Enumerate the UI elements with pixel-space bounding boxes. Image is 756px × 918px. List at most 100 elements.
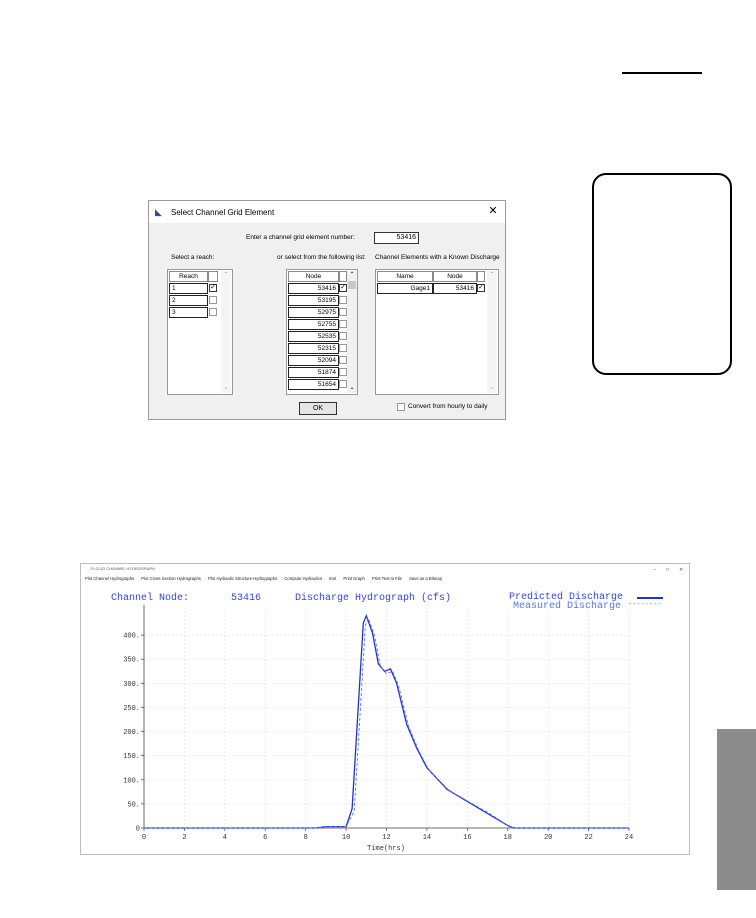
menu-compute-hydraulics[interactable]: Compute Hydraulics	[284, 576, 323, 581]
hydrograph-title-bar: FLO-2D CHANNEL HYDROGRAPH – □ ✕	[81, 564, 689, 574]
x-tick-label: 2	[182, 834, 186, 842]
node-list-item[interactable]: 52755	[288, 319, 339, 330]
x-tick-label: 16	[463, 834, 471, 842]
x-tick-label: 10	[342, 834, 350, 842]
menu-print-text-to-file[interactable]: Print Text to File	[371, 576, 402, 581]
name-column-header: Name	[377, 271, 433, 282]
measured-discharge-line	[144, 616, 629, 829]
hydrograph-window: FLO-2D CHANNEL HYDROGRAPH – □ ✕ Plot Cha…	[80, 563, 690, 855]
node-scrollbar[interactable]: ⌃ ⌄	[347, 271, 357, 393]
convert-daily-checkbox[interactable]	[397, 403, 405, 411]
close-icon[interactable]: ✕	[488, 205, 498, 217]
scroll-thumb[interactable]	[348, 281, 356, 289]
reach-list-item[interactable]: 3	[169, 307, 208, 318]
node-list-item[interactable]: 51654	[288, 379, 339, 390]
predicted-discharge-line	[144, 613, 629, 829]
legend-predicted-label: Predicted Discharge	[509, 592, 624, 603]
node-list-item[interactable]: 52094	[288, 355, 339, 366]
node-checkbox[interactable]: ✓	[339, 284, 347, 292]
hydrograph-menu-bar: Plot Channel Hydrographs Plot Cross Sect…	[81, 574, 689, 583]
plot-title: Discharge Hydrograph (cfs)	[295, 593, 452, 604]
node-checkbox[interactable]	[339, 344, 347, 352]
reach-checkbox[interactable]: ✓	[209, 284, 217, 292]
legend-measured-swatch: --------	[628, 601, 662, 609]
node-list-item[interactable]: 53416	[288, 283, 339, 294]
top-rule-divider	[622, 72, 702, 74]
scroll-down-icon[interactable]: ⌄	[349, 385, 355, 391]
node-checkbox[interactable]	[339, 356, 347, 364]
reach-scrollbar[interactable]: ⌃ ⌄	[221, 271, 231, 393]
convert-daily-label: Convert from hourly to daily	[408, 403, 488, 410]
maximize-icon[interactable]: □	[666, 567, 670, 573]
node-list-item[interactable]: 52315	[288, 343, 339, 354]
scroll-up-icon[interactable]: ⌃	[489, 272, 495, 278]
section-tab	[717, 729, 756, 890]
known-discharge-label: Channel Elements with a Known Discharge	[375, 254, 500, 261]
node-list-item[interactable]: 51874	[288, 367, 339, 378]
known-check-header	[477, 271, 485, 282]
y-tick-label: 150.	[123, 753, 140, 761]
node-column-header: Node	[433, 271, 477, 282]
menu-exit[interactable]: Exit	[329, 576, 337, 581]
dialog-title-bar: ◣ Select Channel Grid Element ✕	[149, 201, 505, 223]
x-tick-label: 4	[223, 834, 227, 842]
x-tick-label: 6	[263, 834, 267, 842]
y-tick-label: 350.	[123, 657, 140, 665]
enter-node-label: Enter a channel grid element number:	[246, 234, 355, 241]
channel-node-value: 53416	[231, 593, 262, 604]
node-checkbox[interactable]	[339, 332, 347, 340]
menu-plot-channel-hydrographs[interactable]: Plot Channel Hydrographs	[85, 576, 135, 581]
node-check-header	[339, 271, 347, 282]
reach-check-header	[208, 271, 218, 282]
x-tick-label: 8	[304, 834, 308, 842]
node-list-item[interactable]: 52975	[288, 307, 339, 318]
side-note-box	[592, 173, 732, 375]
menu-plot-cross-section-hydrographs[interactable]: Plot Cross Section Hydrographs	[141, 576, 201, 581]
x-tick-label: 22	[584, 834, 592, 842]
reach-label: Select a reach:	[171, 254, 215, 261]
node-checkbox[interactable]	[339, 296, 347, 304]
menu-save-as-bitmap[interactable]: Save as a Bitmap	[409, 576, 442, 581]
node-checkbox[interactable]	[339, 368, 347, 376]
known-discharge-listbox[interactable]: Name Node Gage1 53416 ✓ ⌃ ⌄	[375, 269, 499, 395]
select-channel-dialog: ◣ Select Channel Grid Element ✕ Enter a …	[148, 200, 506, 420]
minimize-icon[interactable]: –	[653, 567, 656, 573]
x-tick-label: 24	[625, 834, 633, 842]
x-tick-label: 18	[504, 834, 512, 842]
node-listbox[interactable]: Node 53416 ✓ 53195 52975 52755 52535 52315 5209…	[286, 269, 358, 395]
close-icon[interactable]: ✕	[679, 567, 684, 573]
scroll-down-icon[interactable]: ⌄	[223, 385, 229, 391]
ok-button[interactable]: OK	[299, 402, 337, 415]
x-tick-label: 0	[142, 834, 146, 842]
menu-plot-hydraulic-structure-hydrographs[interactable]: Plot Hydraulic Structure Hydrographs	[208, 576, 278, 581]
dialog-title: Select Channel Grid Element	[171, 207, 275, 217]
known-name-cell[interactable]: Gage1	[377, 283, 433, 294]
node-list-label: or select from the following list:	[277, 254, 366, 261]
node-checkbox[interactable]	[339, 308, 347, 316]
scroll-up-icon[interactable]: ⌃	[349, 272, 355, 278]
reach-checkbox[interactable]	[209, 308, 217, 316]
known-node-cell[interactable]: 53416	[433, 283, 477, 294]
known-scrollbar[interactable]: ⌃ ⌄	[487, 271, 497, 393]
known-checkbox[interactable]: ✓	[477, 284, 485, 292]
node-list-item[interactable]: 53195	[288, 295, 339, 306]
hydrograph-window-title: FLO-2D CHANNEL HYDROGRAPH	[91, 566, 156, 571]
y-tick-label: 100.	[123, 777, 140, 785]
y-tick-label: 200.	[123, 729, 140, 737]
y-tick-label: 250.	[123, 705, 140, 713]
node-checkbox[interactable]	[339, 380, 347, 388]
menu-print-graph[interactable]: Print Graph	[343, 576, 365, 581]
node-number-input[interactable]: 53416	[374, 232, 419, 244]
node-checkbox[interactable]	[339, 320, 347, 328]
scroll-down-icon[interactable]: ⌄	[489, 385, 495, 391]
reach-list-item[interactable]: 1	[169, 283, 208, 294]
scroll-up-icon[interactable]: ⌃	[223, 272, 229, 278]
y-tick-label: 400.	[123, 633, 140, 641]
reach-column-header: Reach	[169, 271, 208, 282]
y-tick-label: 0	[136, 826, 140, 834]
reach-listbox[interactable]: Reach 1 ✓ 2 3 ⌃ ⌄	[167, 269, 233, 395]
node-list-item[interactable]: 52535	[288, 331, 339, 342]
reach-checkbox[interactable]	[209, 296, 217, 304]
reach-list-item[interactable]: 2	[169, 295, 208, 306]
channel-node-label: Channel Node:	[111, 593, 190, 604]
